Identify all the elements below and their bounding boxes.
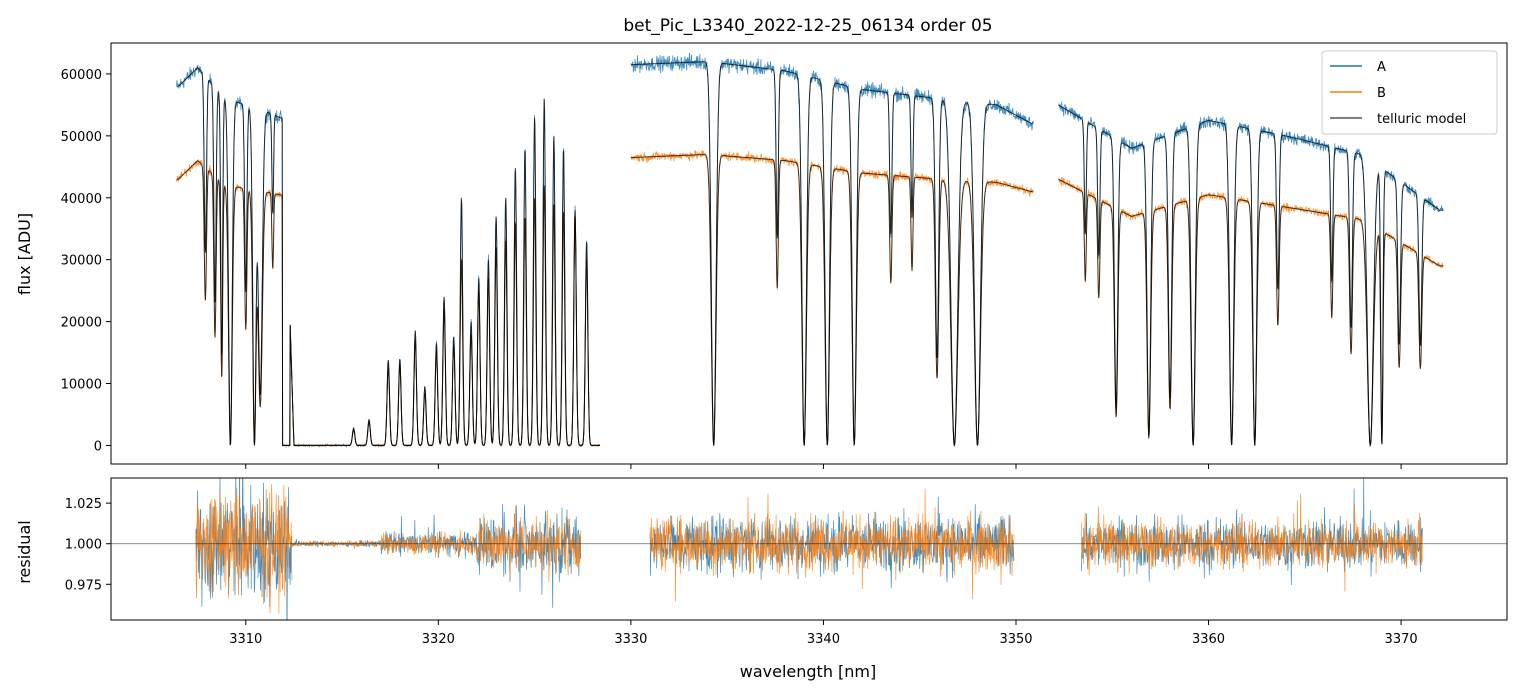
residual-axes-frame [110, 477, 1508, 621]
residual-y-tick-label: 1.000 [65, 538, 102, 553]
legend-label-a: A [1377, 60, 1386, 75]
x-axis-label: wavelength [nm] [740, 662, 877, 681]
residual-x-ticks: 3310 3320 3330 3340 3350 3360 3370 [229, 620, 1418, 647]
residual-x-tick-label: 3340 [807, 632, 840, 647]
residual-x-tick-label: 3310 [229, 632, 262, 647]
residual-x-tick-label: 3350 [999, 632, 1032, 647]
legend-box [1321, 50, 1498, 135]
residual-x-tick-label: 3330 [614, 632, 647, 647]
legend: A B telluric model [1321, 50, 1498, 135]
residual-b-line [195, 484, 1423, 614]
flux-y-tick-label: 0 [94, 439, 102, 454]
legend-label-telluric: telluric model [1377, 112, 1466, 127]
flux-y-tick-label: 30000 [61, 254, 102, 269]
flux-y-tick-label: 20000 [61, 316, 102, 331]
flux-y-tick-label: 50000 [61, 130, 102, 145]
flux-y-tick-label: 40000 [61, 192, 102, 207]
flux-x-ticks [245, 464, 1402, 469]
chart-title: bet_Pic_L3340_2022-12-25_06134 order 05 [623, 16, 992, 36]
residual-series [111, 478, 1507, 620]
residual-y-tick-label: 0.975 [65, 578, 102, 593]
residual-y-label: residual [15, 520, 34, 583]
residual-x-tick-label: 3360 [1192, 632, 1225, 647]
legend-label-b: B [1377, 86, 1386, 101]
flux-panel: 0 10000 20000 30000 40000 50000 60000 flux [AD… [15, 42, 1508, 469]
flux-y-tick-label: 60000 [61, 68, 102, 83]
flux-axes-frame [110, 42, 1508, 465]
residual-x-tick-label: 3320 [422, 632, 455, 647]
flux-series [176, 52, 1444, 449]
residual-y-ticks: 0.975 1.000 1.025 [65, 497, 111, 593]
flux-y-tick-label: 10000 [61, 378, 102, 393]
residual-x-tick-label: 3370 [1385, 632, 1418, 647]
telluric-model-b-line [176, 154, 1444, 447]
flux-y-ticks: 0 10000 20000 30000 40000 50000 60000 [61, 68, 111, 454]
residual-panel: 0.975 1.000 1.025 3310 3320 3330 3340 3350 3360… [15, 477, 1508, 681]
flux-y-label: flux [ADU] [15, 213, 34, 295]
residual-y-tick-label: 1.025 [65, 497, 102, 512]
